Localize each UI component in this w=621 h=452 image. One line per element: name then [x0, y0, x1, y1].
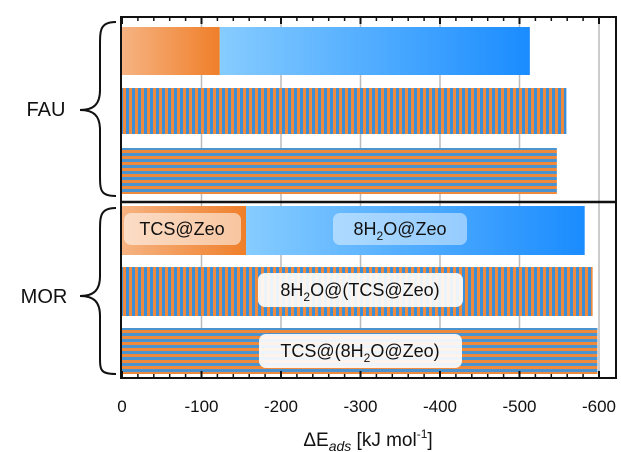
x-tick-label: -200	[264, 397, 298, 416]
label-tcs-zeo: TCS@Zeo	[139, 219, 224, 239]
label-h2o-tcs-zeo: 8H2O@(TCS@Zeo)	[280, 280, 439, 304]
brace-fau	[79, 21, 117, 197]
x-tick-label: 0	[117, 397, 126, 416]
label-box-h2o-tcs-zeo	[258, 273, 463, 307]
gridlines	[200, 18, 600, 377]
bar-fau-h2o-tcs-zeo	[122, 88, 567, 134]
x-tick-label: -500	[502, 397, 536, 416]
label-h2o-zeo: 8H2O@Zeo	[354, 219, 447, 243]
group-label-fau: FAU	[27, 99, 66, 121]
bars	[122, 27, 598, 374]
label-box-tcs-h2o-zeo	[259, 334, 462, 368]
brace-mor	[79, 207, 117, 375]
bar-fau-h2o-zeo	[219, 27, 530, 75]
bar-fau-tcs-h2o-zeo	[122, 148, 557, 194]
label-box-tcs-zeo	[124, 213, 241, 245]
group-label-mor: MOR	[21, 286, 68, 308]
x-tick-label: -600	[582, 397, 616, 416]
axis-ticks: 0 -100 -200 -300 -400 -500 -600	[117, 17, 616, 416]
x-tick-label: -100	[184, 397, 218, 416]
bar-fau-tcs-zeo	[122, 27, 220, 75]
bar-mor-h2o-zeo	[246, 206, 585, 255]
label-box-h2o-zeo	[333, 213, 467, 245]
bar-labels: TCS@Zeo 8H2O@Zeo 8H2O@(TCS@Zeo) TCS@(8H2…	[124, 213, 467, 368]
plot-frame	[120, 16, 617, 379]
x-axis-title: ΔEads [kJ mol-1]	[303, 427, 432, 452]
x-tick-label: -400	[423, 397, 457, 416]
x-tick-label: -300	[343, 397, 377, 416]
label-tcs-h2o-zeo: TCS@(8H2O@Zeo)	[280, 341, 439, 365]
